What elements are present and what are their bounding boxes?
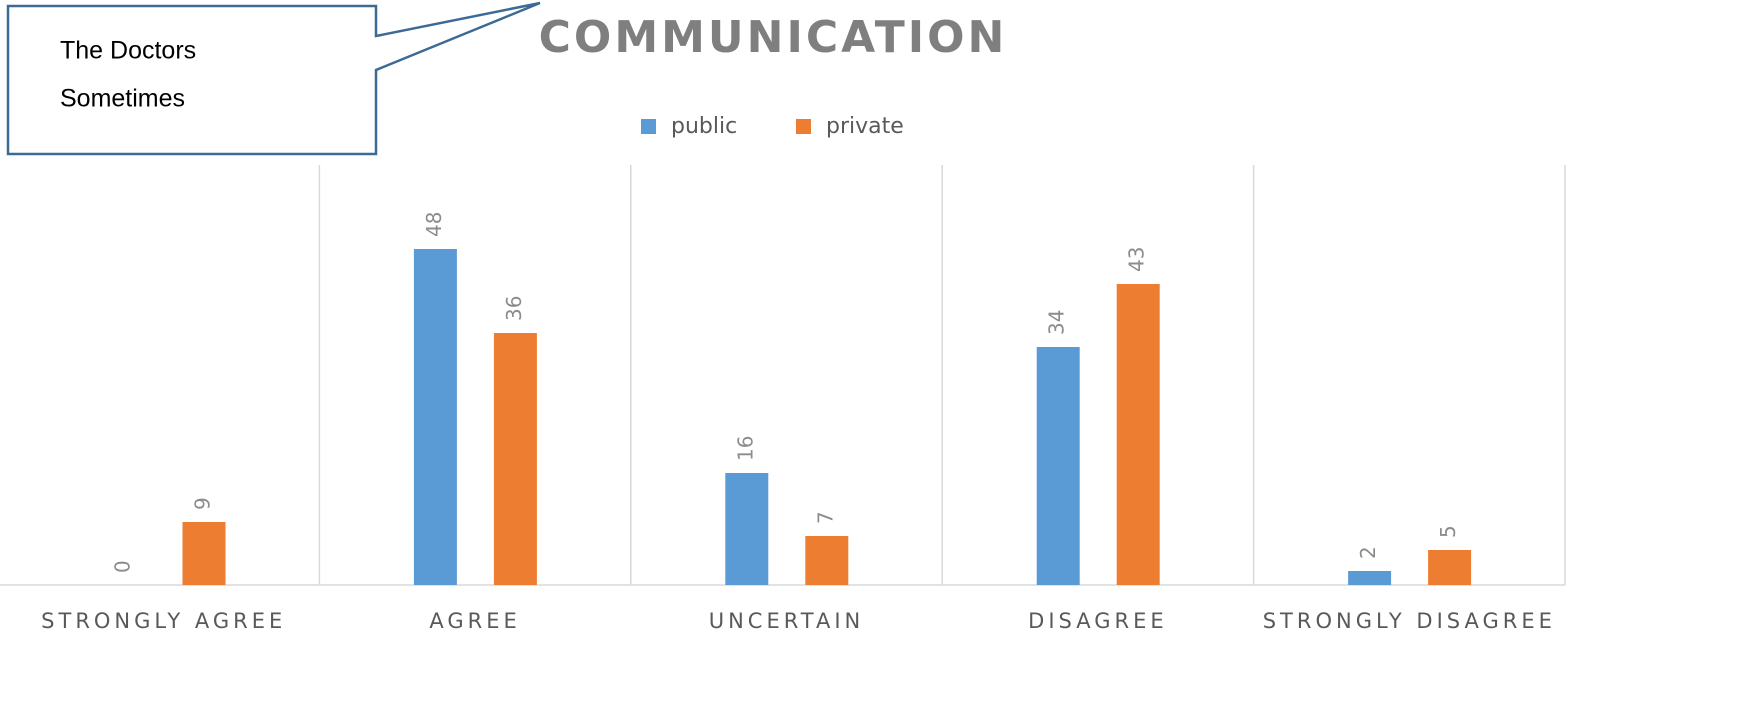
data-label: 9 [191, 497, 215, 510]
bar [725, 473, 769, 585]
legend-swatch [641, 119, 656, 134]
bar [1348, 571, 1392, 585]
legend-swatch [796, 119, 811, 134]
bar [1116, 284, 1160, 585]
callout-text: The Doctors [60, 37, 196, 65]
data-label: 36 [502, 296, 526, 321]
data-label: 48 [422, 212, 446, 237]
callout-box [6, 1, 541, 156]
x-tick-label: STRONGLY DISAGREE [1263, 609, 1556, 633]
x-tick-label: UNCERTAIN [709, 609, 865, 633]
bar [1036, 347, 1080, 585]
bar [1428, 550, 1472, 585]
data-label: 2 [1356, 546, 1380, 559]
bar [805, 536, 849, 585]
bar [182, 522, 226, 585]
data-label: 34 [1045, 310, 1069, 335]
data-label: 7 [813, 511, 837, 524]
data-label: 5 [1436, 525, 1460, 538]
bar [493, 333, 537, 585]
x-tick-label: AGREE [429, 609, 520, 633]
data-label: 16 [733, 436, 757, 461]
data-label: 43 [1125, 247, 1149, 272]
chart-title: COMMUNICATION [539, 12, 1008, 63]
callout-text: Sometimes [60, 85, 185, 113]
legend-label: private [826, 114, 904, 139]
x-tick-label: STRONGLY AGREE [41, 609, 286, 633]
data-label: 0 [111, 560, 135, 573]
legend-label: public [671, 114, 737, 139]
bar [413, 249, 457, 585]
x-tick-label: DISAGREE [1028, 609, 1167, 633]
